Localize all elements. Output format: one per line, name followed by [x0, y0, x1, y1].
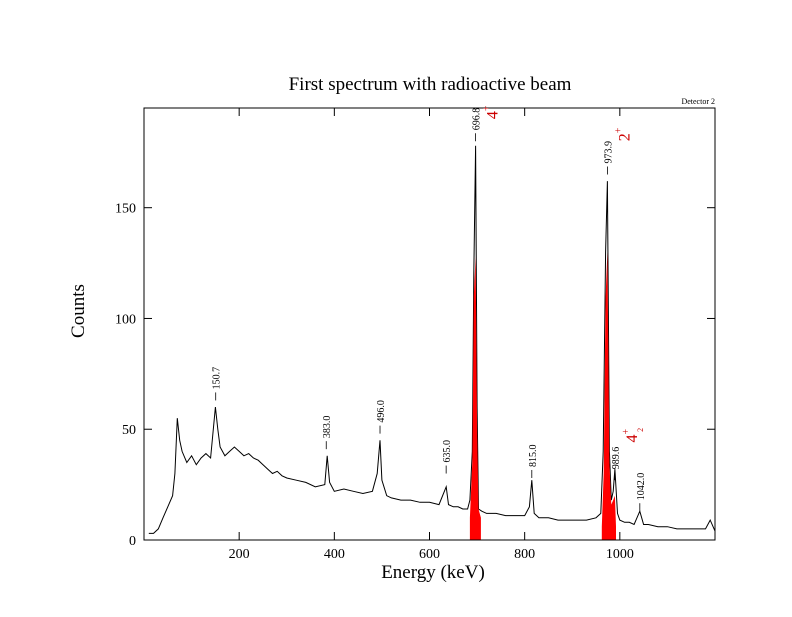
level-label-sup-1: +: [613, 127, 624, 133]
peak-label-2: 496.0: [376, 400, 387, 423]
peak-label-0: 150.7: [212, 367, 223, 390]
peak-label-7: 989.6: [611, 447, 622, 470]
peak-annotations: 150.7 383.0 496.0 635.0 696.8 815.0 973.9 989.6…: [212, 105, 647, 512]
highlighted-peak-0: [469, 256, 481, 540]
peak-label-3: 635.0: [442, 440, 453, 463]
axis-ticks: 200 400 600 800 1000 0 50 100 150: [115, 108, 715, 562]
y-tick-label-2: 100: [115, 312, 136, 327]
chart-title: First spectrum with radioactive beam: [289, 74, 572, 95]
level-label-text-0: 4+: [482, 105, 502, 119]
level-label-text-2: 4+ 2: [621, 428, 645, 443]
x-tick-label-2: 600: [419, 547, 440, 562]
level-label-2: 4+ 2: [621, 428, 645, 443]
peak-label-1: 383.0: [322, 416, 333, 439]
level-label-0: 4+: [482, 105, 502, 119]
peak-label-4: 696.8: [472, 108, 483, 131]
plot-frame: [143, 107, 716, 541]
level-label-text-1: 2+: [613, 127, 633, 141]
y-tick-label-3: 150: [115, 202, 136, 217]
level-label-sub-2: 2: [636, 428, 645, 432]
x-tick-label-1: 400: [324, 547, 345, 562]
spectrum-line-0: [148, 145, 716, 534]
x-tick-label-3: 800: [514, 547, 535, 562]
x-tick-label-4: 1000: [606, 547, 634, 562]
highlighted-peak-1: [601, 252, 616, 540]
y-tick-label-0: 0: [129, 534, 136, 549]
detector-label: Detector 2: [681, 97, 715, 106]
x-axis-label: Energy (keV): [381, 562, 485, 583]
y-axis-label: Counts: [68, 284, 89, 338]
peak-label-5: 815.0: [528, 444, 539, 467]
level-label-sup-0: +: [482, 105, 493, 111]
peak-label-6: 973.9: [603, 141, 614, 164]
peak-label-8: 1042.0: [636, 473, 647, 501]
level-label-sup-2: +: [621, 429, 632, 435]
plot-area: [148, 145, 716, 540]
y-tick-label-1: 50: [122, 423, 136, 438]
level-label-1: 2+: [613, 127, 633, 141]
x-tick-label-0: 200: [229, 547, 250, 562]
